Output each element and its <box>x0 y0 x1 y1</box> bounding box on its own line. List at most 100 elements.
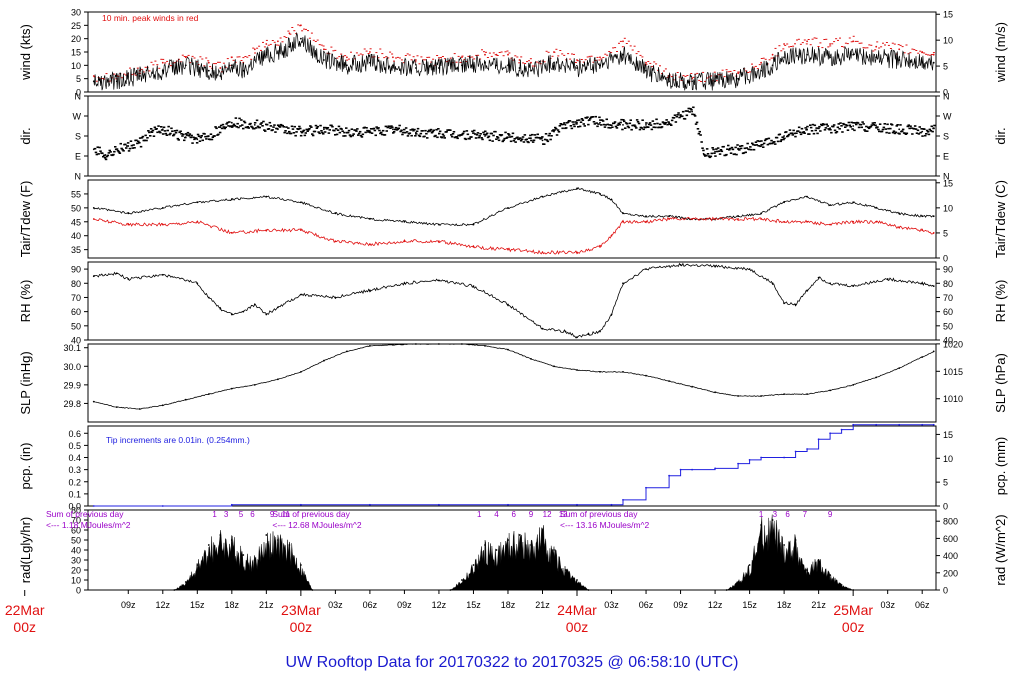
wind-speed-point <box>346 64 348 67</box>
chart-title: UW Rooftop Data for 20170322 to 20170325… <box>286 654 739 671</box>
tair-point <box>829 204 831 207</box>
peak-wind-point <box>265 43 268 45</box>
rad-top-marker: 5 <box>239 510 244 519</box>
wind-speed-line <box>93 31 934 91</box>
wind-speed-point <box>415 67 417 69</box>
rad-top-marker: 3 <box>224 510 229 519</box>
pcp-point <box>829 432 831 435</box>
x-tick-label: 12z <box>156 600 171 610</box>
rad-point <box>277 539 279 541</box>
pcp-point <box>691 468 693 471</box>
wind-speed-point <box>921 61 924 64</box>
rad-point <box>553 549 555 551</box>
right-tick-label: 50 <box>943 321 953 331</box>
pcp-point <box>300 503 302 506</box>
pcp-point <box>92 505 95 507</box>
rh-point <box>207 296 210 299</box>
pcp-point <box>898 423 901 426</box>
tdew-point <box>599 246 601 248</box>
wind-speed-point <box>207 69 210 72</box>
rh-point <box>161 273 164 276</box>
tdew-point <box>92 218 95 220</box>
left-tick-label: N <box>75 172 82 182</box>
left-tick-label: 40 <box>71 231 81 241</box>
dir-point <box>553 130 555 133</box>
wind-speed-point <box>806 53 808 56</box>
rh-point <box>219 307 222 310</box>
rad-top-marker: 1 <box>477 510 482 519</box>
dir-point <box>127 145 130 147</box>
slp-point <box>530 358 532 360</box>
slp-point <box>898 367 901 369</box>
tair-point <box>507 207 509 209</box>
right-tick-label: 1015 <box>943 367 963 377</box>
wind-speed-point <box>932 61 935 64</box>
tdew-point <box>806 220 808 223</box>
rh-point <box>230 313 233 316</box>
wind-speed-point <box>288 45 291 48</box>
left-tick-label: 55 <box>71 189 81 199</box>
dir-point <box>161 128 164 131</box>
dir-point <box>323 128 325 131</box>
tdew-point <box>737 218 739 220</box>
left-tick-label: 30.0 <box>63 362 81 372</box>
slp-point <box>92 400 95 403</box>
pcp-point <box>622 499 624 501</box>
wind-speed-point <box>760 69 762 72</box>
wind-speed-point <box>898 59 901 61</box>
dir-point <box>507 136 509 139</box>
rh-point <box>714 265 716 268</box>
wind-speed-point <box>161 69 164 72</box>
tair-point <box>403 220 406 223</box>
slp-point <box>300 371 302 373</box>
wind-speed-point <box>495 64 498 67</box>
dir-point <box>104 154 107 156</box>
right-tick-label: 15 <box>943 10 953 20</box>
left-tick-label: 0.3 <box>68 465 81 475</box>
dir-point <box>921 130 924 133</box>
wind-speed-point <box>599 64 601 67</box>
rad-top-marker: 9 <box>529 510 534 519</box>
peak-wind-point <box>507 53 509 56</box>
left-tick-label: 0.5 <box>68 441 81 451</box>
wind-speed-point <box>875 56 878 59</box>
tdew-point <box>196 220 199 223</box>
dir-point <box>415 131 417 134</box>
tair-point <box>898 212 901 215</box>
left-tick-label: 60 <box>71 526 81 536</box>
peak-wind-point <box>184 56 187 59</box>
day-summary-line1: Sum of previous day <box>272 509 350 519</box>
rh-point <box>438 279 440 282</box>
x-tick-label: 15z <box>466 600 481 610</box>
dir-point <box>253 124 256 126</box>
dir-point <box>691 110 693 113</box>
peak-wind-point <box>829 43 831 45</box>
wind-speed-point <box>737 77 739 80</box>
dir-point <box>599 121 601 124</box>
wind-speed-point <box>576 67 578 69</box>
pcp-panel: 0.0 0.1 0.2 0.3 0.4 0.5 0.6 0 5 10 15 pcp. (in) pcp.… <box>18 423 1008 512</box>
rh-point <box>265 313 268 316</box>
rh-point <box>334 296 337 299</box>
wind-speed-point <box>622 53 624 56</box>
pcp-point <box>369 503 371 506</box>
wind-speed-point <box>484 61 486 64</box>
slp-point <box>438 343 440 345</box>
rad-point <box>265 534 268 536</box>
wind-speed-point <box>530 69 532 72</box>
slp-point <box>507 348 509 351</box>
slp-point <box>161 404 164 407</box>
pcp-point <box>794 450 797 453</box>
rad-point <box>817 559 820 561</box>
slp-ylabel-left: SLP (inHg) <box>18 351 33 414</box>
left-tick-label: 0.1 <box>68 489 81 499</box>
wind-speed-point <box>691 80 693 83</box>
tair-point <box>737 215 739 218</box>
rad-point <box>472 564 475 566</box>
rh-point <box>794 303 797 306</box>
rh-point <box>748 268 751 270</box>
day-summary-line2: <--- 13.16 MJoules/m^2 <box>560 520 650 530</box>
right-tick-label: 1020 <box>943 339 963 349</box>
left-tick-label: 50 <box>71 203 81 213</box>
slp-point <box>875 376 878 379</box>
